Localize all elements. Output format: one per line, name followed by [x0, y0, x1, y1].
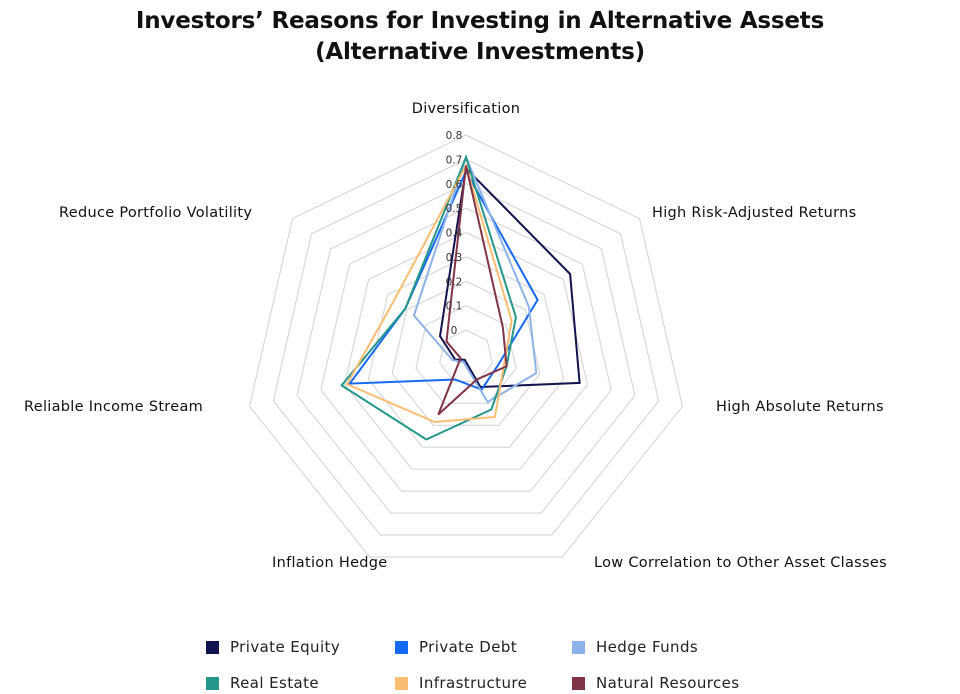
legend-item: Hedge Funds [572, 638, 698, 656]
legend-swatch [395, 640, 408, 654]
legend-item: Private Debt [395, 638, 517, 656]
tick-label: 0.6 [446, 179, 463, 191]
axis-label: Reliable Income Stream [24, 399, 203, 415]
legend-label: Private Debt [419, 638, 518, 656]
axis-label: Inflation Hedge [272, 555, 388, 571]
radar-series [340, 154, 581, 441]
chart-title-line-1: Investors’ Reasons for Investing in Alte… [135, 8, 825, 34]
tick-label: 0 [451, 325, 458, 337]
series-line-private-equity [438, 166, 581, 389]
axis-label: High Absolute Returns [716, 399, 884, 415]
axis-label: Reduce Portfolio Volatility [59, 205, 252, 221]
grid-ring [249, 134, 683, 558]
legend-label: Infrastructure [419, 674, 528, 692]
grid-ring [320, 207, 612, 492]
grid-ring [272, 158, 660, 536]
grid-ring [296, 183, 636, 514]
grid-ring [344, 231, 588, 470]
legend-label: Natural Resources [596, 674, 740, 692]
axis-labels: Diversification High Risk-Adjusted Return… [24, 101, 887, 571]
tick-label: 0.3 [446, 252, 463, 264]
legend-swatch [572, 640, 585, 654]
legend-item: Infrastructure [395, 674, 527, 692]
series-line-real-estate [340, 154, 517, 441]
axis-label: Diversification [412, 101, 521, 117]
legend-swatch [206, 640, 219, 654]
legend-label: Private Equity [230, 638, 341, 656]
legend-label: Real Estate [230, 674, 319, 692]
legend-item: Natural Resources [572, 674, 740, 692]
grid-ring [367, 256, 565, 448]
legend-swatch [572, 676, 585, 690]
tick-label: 0.4 [446, 228, 463, 240]
radar-grid [249, 134, 683, 558]
series-line-infrastructure [345, 162, 513, 424]
series-line-natural-resources [437, 165, 508, 416]
grid-ring [415, 305, 517, 404]
tick-label: 0.5 [446, 203, 463, 215]
tick-label: 0.7 [446, 154, 463, 166]
axis-label: High Risk-Adjusted Returns [652, 205, 856, 221]
tick-label: 0.1 [446, 301, 463, 313]
legend: Private Equity Private Debt Hedge Funds … [206, 638, 786, 694]
series-line-hedge-funds [412, 154, 538, 404]
axis-label: Low Correlation to Other Asset Classes [594, 555, 887, 571]
legend-label: Hedge Funds [596, 638, 699, 656]
tick-label: 0.8 [446, 130, 463, 142]
legend-item: Real Estate [206, 674, 319, 692]
tick-label: 0.2 [446, 276, 463, 288]
radial-tick-labels: 0 0.1 0.2 0.3 0.4 0.5 0.6 0.7 0.8 [446, 130, 463, 337]
legend-swatch [206, 676, 219, 690]
legend-item: Private Equity [206, 638, 340, 656]
grid-ring [391, 280, 541, 426]
chart-title-line-2: (Alternative Investments) [315, 39, 645, 65]
chart-title: Investors’ Reasons for Investing in Alte… [0, 6, 960, 68]
legend-swatch [395, 676, 408, 690]
